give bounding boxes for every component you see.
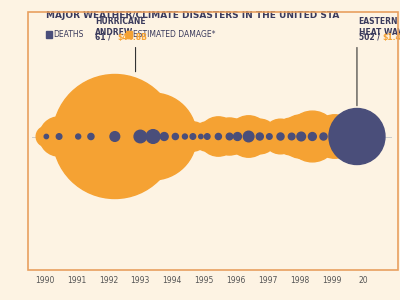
Text: DEATHS: DEATHS (53, 30, 84, 39)
Circle shape (220, 119, 255, 154)
Circle shape (346, 125, 368, 148)
Text: 1993: 1993 (131, 276, 150, 285)
Circle shape (273, 118, 310, 155)
Circle shape (36, 126, 56, 147)
Circle shape (67, 125, 90, 148)
Circle shape (211, 118, 248, 155)
Circle shape (288, 133, 295, 140)
Circle shape (172, 134, 178, 140)
Circle shape (134, 130, 146, 143)
Circle shape (243, 131, 254, 142)
Circle shape (308, 133, 316, 140)
Circle shape (228, 116, 269, 157)
Circle shape (242, 119, 277, 154)
Text: 1994: 1994 (162, 276, 182, 285)
Text: 1998: 1998 (290, 276, 309, 285)
Circle shape (256, 123, 282, 150)
Circle shape (332, 134, 338, 140)
Circle shape (199, 134, 203, 139)
Circle shape (329, 109, 385, 164)
Text: 502 /: 502 / (358, 33, 382, 42)
Text: ESTIMATED DAMAGE*: ESTIMATED DAMAGE* (133, 30, 216, 39)
Circle shape (76, 122, 106, 151)
Circle shape (56, 134, 62, 139)
Text: 1990: 1990 (35, 276, 54, 285)
Text: 20: 20 (358, 276, 368, 285)
Circle shape (191, 126, 211, 147)
Circle shape (88, 134, 94, 140)
Circle shape (110, 93, 196, 180)
Circle shape (313, 115, 356, 158)
Text: 1999: 1999 (322, 276, 341, 285)
Circle shape (99, 95, 182, 178)
Circle shape (320, 133, 327, 140)
Circle shape (192, 122, 222, 151)
Text: 1991: 1991 (67, 276, 86, 285)
Circle shape (174, 125, 196, 148)
Circle shape (266, 134, 272, 139)
Circle shape (44, 134, 48, 139)
Circle shape (146, 130, 160, 143)
Circle shape (182, 134, 188, 139)
Circle shape (226, 133, 233, 140)
Circle shape (160, 133, 168, 140)
Text: 1997: 1997 (258, 276, 278, 285)
Circle shape (53, 74, 177, 199)
Circle shape (178, 122, 208, 151)
Circle shape (204, 134, 210, 139)
Text: HURRICANE
ANDREW: HURRICANE ANDREW (95, 16, 146, 37)
Circle shape (287, 111, 338, 162)
Circle shape (76, 134, 81, 139)
Text: 1996: 1996 (226, 276, 246, 285)
Circle shape (159, 121, 192, 152)
Circle shape (280, 115, 323, 158)
Text: $1.4B: $1.4B (382, 33, 400, 42)
Text: 61 /: 61 / (95, 33, 114, 42)
Text: 1992: 1992 (99, 276, 118, 285)
Circle shape (144, 117, 184, 156)
Circle shape (215, 134, 222, 140)
Circle shape (256, 133, 263, 140)
Text: $44.8B: $44.8B (117, 33, 147, 42)
Circle shape (297, 132, 306, 141)
Circle shape (190, 134, 196, 139)
Circle shape (263, 119, 298, 154)
Circle shape (277, 133, 284, 140)
Text: 1995: 1995 (194, 276, 214, 285)
Circle shape (40, 117, 79, 156)
Text: MAJOR WEATHER/CLIMATE DISASTERS IN THE UNITED STA: MAJOR WEATHER/CLIMATE DISASTERS IN THE U… (46, 11, 339, 20)
Circle shape (305, 118, 342, 155)
Circle shape (234, 133, 242, 140)
Circle shape (110, 132, 120, 141)
Circle shape (199, 117, 238, 156)
Text: EASTERN
HEAT WAVE: EASTERN HEAT WAVE (358, 16, 400, 37)
